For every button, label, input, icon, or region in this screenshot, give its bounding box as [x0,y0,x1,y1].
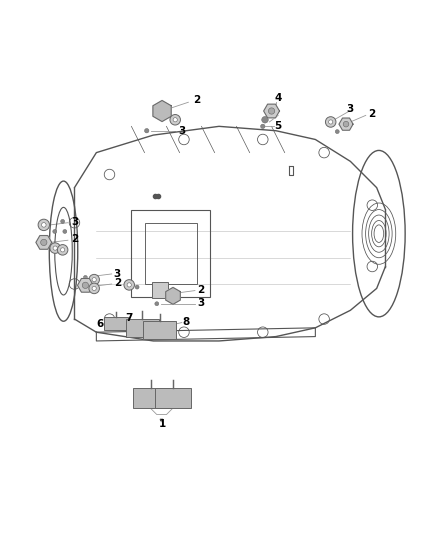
Circle shape [38,219,49,231]
Polygon shape [153,101,171,122]
Circle shape [63,230,67,233]
Bar [126,319,159,336]
Circle shape [343,122,349,127]
Text: 8: 8 [183,317,190,327]
Circle shape [42,223,46,227]
Bar [133,388,170,408]
Circle shape [89,274,99,285]
Circle shape [155,302,159,306]
Circle shape [83,276,87,279]
Text: 2: 2 [194,95,201,105]
Text: 7: 7 [126,313,133,323]
Polygon shape [339,118,353,130]
Text: 2: 2 [197,285,204,295]
Circle shape [170,115,180,125]
Circle shape [50,243,60,253]
Circle shape [124,280,134,290]
Text: 5: 5 [275,122,282,131]
Text: 1: 1 [159,419,166,429]
Bar [104,317,128,330]
Circle shape [336,130,339,134]
Circle shape [89,283,99,294]
Circle shape [57,245,68,255]
Text: 3: 3 [114,269,121,279]
Circle shape [92,278,96,282]
Text: 4: 4 [275,93,282,103]
Circle shape [261,117,268,123]
Polygon shape [36,236,52,249]
Circle shape [173,118,177,122]
Text: 2: 2 [114,278,121,288]
Circle shape [41,239,47,246]
Text: 6: 6 [96,319,103,329]
Polygon shape [264,104,279,118]
Text: 3: 3 [197,298,204,308]
Circle shape [268,108,275,114]
Polygon shape [78,279,93,292]
Circle shape [325,117,336,127]
Circle shape [92,286,96,290]
Bar [155,388,191,408]
Circle shape [261,124,265,128]
Text: 2: 2 [71,235,78,244]
Text: 2: 2 [368,109,375,119]
Circle shape [127,283,131,287]
Circle shape [53,246,57,250]
Bar [152,282,168,298]
Text: 3: 3 [347,104,354,114]
Circle shape [60,248,65,252]
Circle shape [328,120,333,124]
Circle shape [82,282,88,288]
Circle shape [53,230,57,233]
Text: 3: 3 [178,126,185,136]
Circle shape [145,128,149,133]
Circle shape [135,285,139,289]
Bar [143,321,176,339]
Polygon shape [166,287,180,304]
Circle shape [60,220,64,223]
Text: 3: 3 [71,217,78,227]
